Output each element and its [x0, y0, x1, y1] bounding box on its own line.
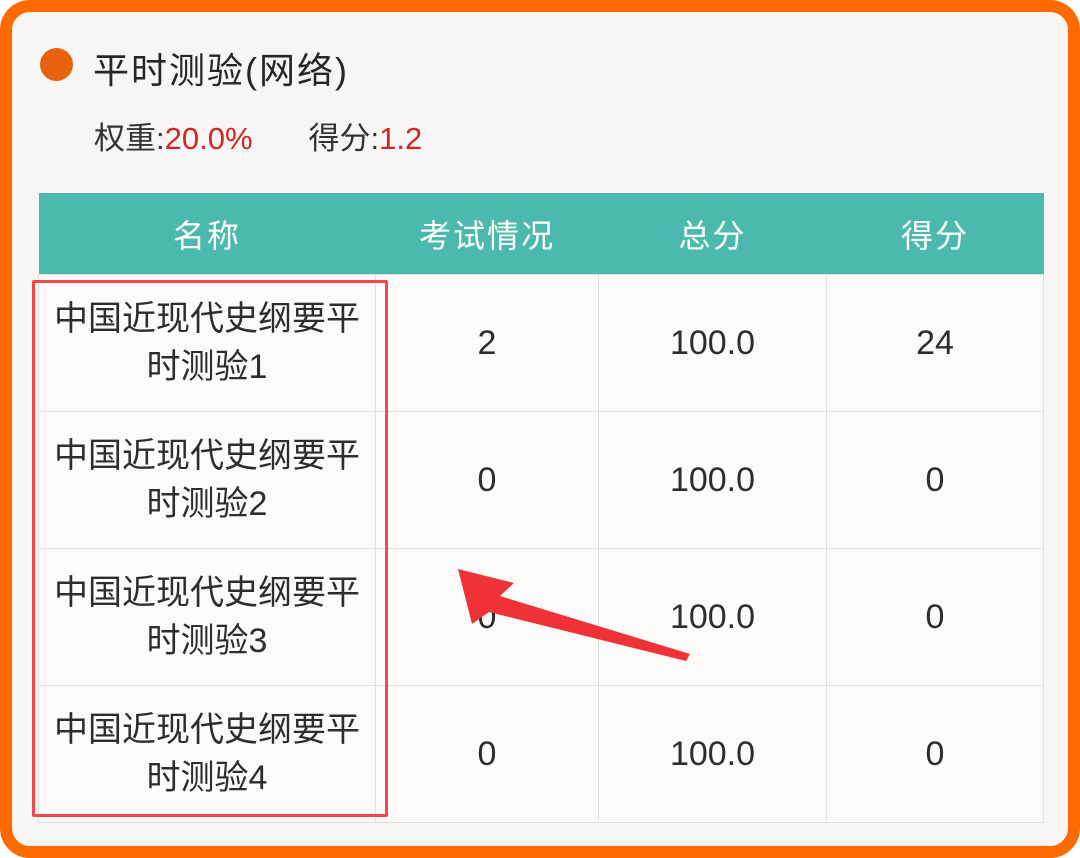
- table-row: 中国近现代史纲要平时测验4 0 100.0 0: [38, 685, 1044, 823]
- table-row: 中国近现代史纲要平时测验1 2 100.0 24: [38, 274, 1044, 412]
- cell-exam-count: 0: [375, 685, 599, 823]
- col-header-total: 总分: [598, 193, 827, 275]
- cell-score: 0: [826, 548, 1044, 686]
- weight-value: 20.0%: [164, 121, 253, 156]
- section-meta: 权重:20.0% 得分:1.2: [94, 113, 422, 158]
- cell-total: 100.0: [598, 411, 827, 549]
- col-header-score: 得分: [826, 193, 1044, 275]
- col-header-name: 名称: [38, 193, 376, 275]
- col-header-exam-count: 考试情况: [375, 193, 599, 275]
- score-value: 1.2: [379, 121, 423, 156]
- cell-exam-count: 2: [375, 274, 599, 412]
- cell-name: 中国近现代史纲要平时测验4: [38, 685, 376, 823]
- scores-table: 名称 考试情况 总分 得分 中国近现代史纲要平时测验1 2 100.0 24 中…: [38, 193, 1044, 823]
- section-bullet-icon: [40, 48, 73, 81]
- score-label: 得分:: [308, 121, 380, 156]
- weight-label: 权重:: [94, 121, 165, 156]
- cell-score: 0: [826, 411, 1044, 549]
- cell-name: 中国近现代史纲要平时测验1: [38, 274, 376, 412]
- cell-total: 100.0: [598, 274, 827, 412]
- section-title: 平时测验(网络): [93, 50, 349, 91]
- cell-score: 24: [826, 274, 1044, 412]
- table-header: 名称 考试情况 总分 得分: [38, 193, 1044, 275]
- cell-name: 中国近现代史纲要平时测验2: [38, 411, 376, 549]
- cell-name: 中国近现代史纲要平时测验3: [38, 548, 376, 686]
- cell-score: 0: [826, 685, 1044, 823]
- cell-total: 100.0: [598, 685, 827, 823]
- cell-exam-count: 0: [375, 411, 599, 549]
- table-row: 中国近现代史纲要平时测验3 0 100.0 0: [38, 548, 1044, 686]
- table-row: 中国近现代史纲要平时测验2 0 100.0 0: [38, 411, 1044, 549]
- cell-exam-count: 0: [375, 548, 599, 686]
- cell-total: 100.0: [598, 548, 827, 686]
